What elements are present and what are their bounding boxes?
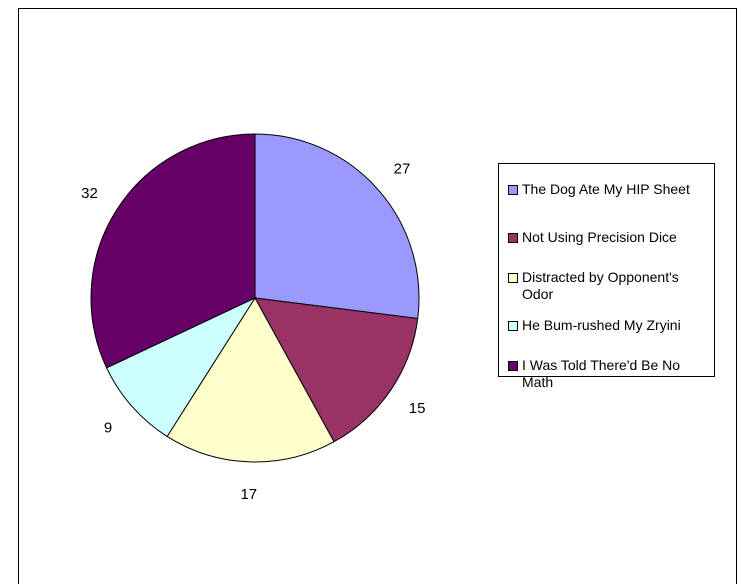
legend-entry-no-math: I Was Told There'd Be No Math — [508, 357, 713, 391]
legend-label: He Bum-rushed My Zryini — [522, 317, 681, 334]
legend-label: I Was Told There'd Be No Math — [522, 357, 713, 391]
legend-entry-distracted-by-odor: Distracted by Opponent's Odor — [508, 269, 713, 303]
legend-swatch — [508, 273, 518, 283]
data-label-distracted-by-opponent-s-odor: 17 — [240, 486, 257, 503]
legend-swatch — [508, 185, 518, 195]
legend-label: The Dog Ate My HIP Sheet — [522, 181, 690, 198]
legend-entry-bum-rushed-zryini: He Bum-rushed My Zryini — [508, 317, 713, 334]
legend-entry-not-using-precision-dice: Not Using Precision Dice — [508, 229, 713, 246]
data-label-not-using-precision-dice: 15 — [409, 400, 426, 417]
legend: The Dog Ate My HIP Sheet Not Using Preci… — [498, 163, 715, 377]
legend-label: Not Using Precision Dice — [522, 229, 677, 246]
legend-swatch — [508, 321, 518, 331]
legend-swatch — [508, 361, 518, 371]
data-label-i-was-told-there-d-be-no-math: 32 — [81, 185, 98, 202]
data-label-he-bum-rushed-my-zryini: 9 — [104, 420, 112, 437]
legend-swatch — [508, 233, 518, 243]
legend-entry-dog-ate-hip-sheet: The Dog Ate My HIP Sheet — [508, 181, 713, 198]
data-label-the-dog-ate-my-hip-sheet: 27 — [394, 160, 411, 177]
pie-slices — [91, 134, 419, 462]
legend-label: Distracted by Opponent's Odor — [522, 269, 713, 303]
